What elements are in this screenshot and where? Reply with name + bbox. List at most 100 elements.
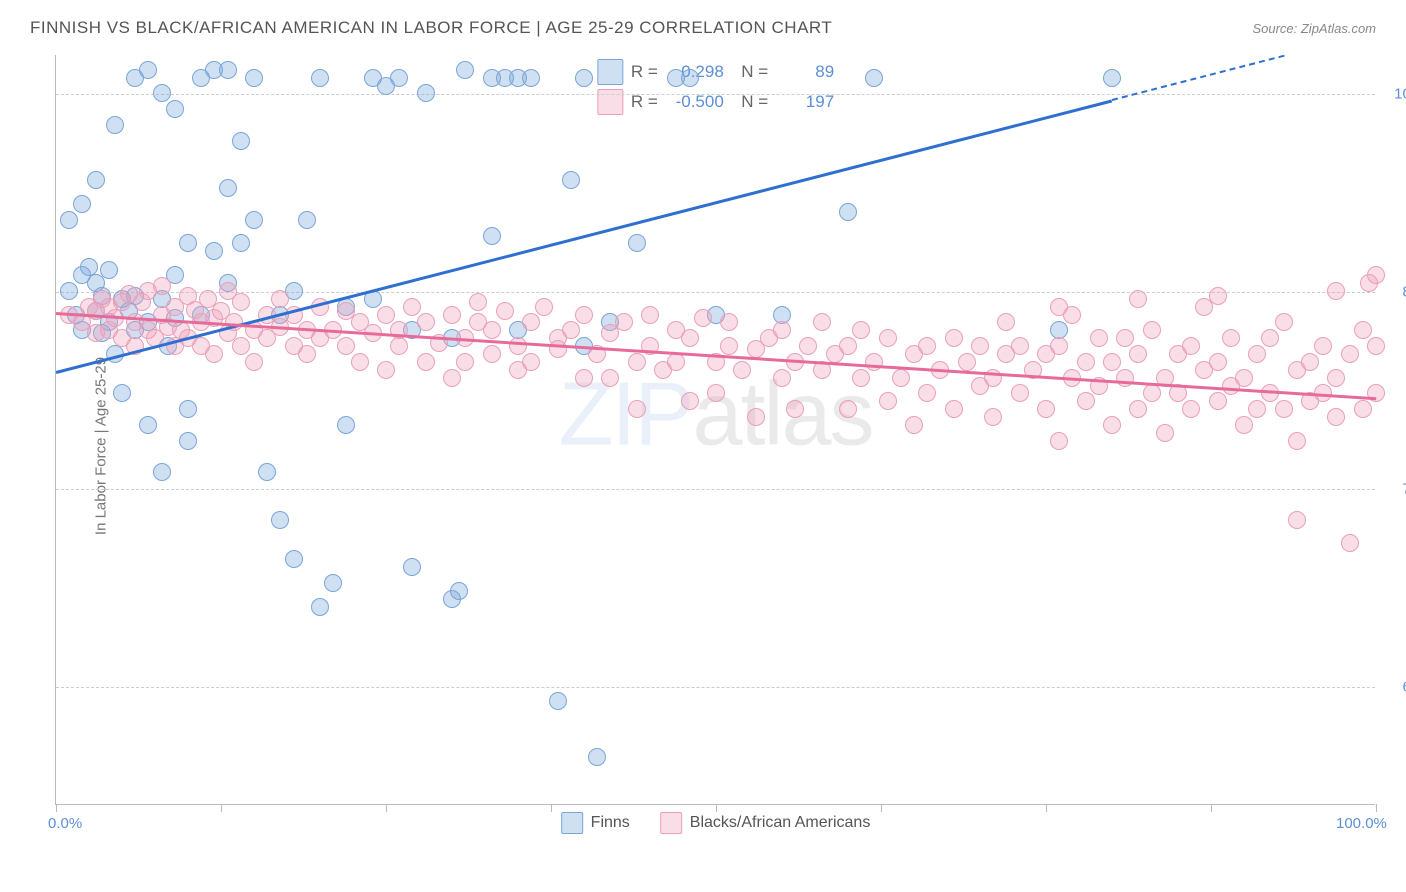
data-point <box>865 353 883 371</box>
gridline <box>56 94 1375 95</box>
data-point <box>1354 321 1372 339</box>
data-point <box>694 309 712 327</box>
data-point <box>232 293 250 311</box>
data-point <box>720 337 738 355</box>
data-point <box>1103 416 1121 434</box>
data-point <box>232 132 250 150</box>
data-point <box>390 69 408 87</box>
data-point <box>153 463 171 481</box>
data-point <box>450 582 468 600</box>
data-point <box>628 234 646 252</box>
data-point <box>562 321 580 339</box>
x-tick <box>221 804 222 812</box>
scatter-chart: ZIPatlas R =0.298 N =89R =-0.500 N =197 … <box>55 55 1375 805</box>
y-tick-label: 75.0% <box>1402 481 1406 498</box>
data-point <box>1301 353 1319 371</box>
data-point <box>298 345 316 363</box>
data-point <box>1209 353 1227 371</box>
stats-legend: R =0.298 N =89R =-0.500 N =197 <box>597 59 834 115</box>
data-point <box>271 290 289 308</box>
data-point <box>799 337 817 355</box>
x-tick <box>716 804 717 812</box>
data-point <box>522 353 540 371</box>
data-point <box>443 369 461 387</box>
data-point <box>958 353 976 371</box>
data-point <box>337 416 355 434</box>
data-point <box>205 345 223 363</box>
data-point <box>786 400 804 418</box>
y-tick-label: 100.0% <box>1394 86 1406 103</box>
data-point <box>324 574 342 592</box>
data-point <box>575 369 593 387</box>
data-point <box>1143 321 1161 339</box>
data-point <box>205 242 223 260</box>
data-point <box>1222 329 1240 347</box>
data-point <box>153 84 171 102</box>
data-point <box>179 234 197 252</box>
data-point <box>813 313 831 331</box>
data-point <box>1354 400 1372 418</box>
x-tick <box>1211 804 1212 812</box>
data-point <box>1288 511 1306 529</box>
data-point <box>997 313 1015 331</box>
data-point <box>509 337 527 355</box>
data-point <box>549 340 567 358</box>
data-point <box>1341 534 1359 552</box>
data-point <box>417 84 435 102</box>
data-point <box>219 61 237 79</box>
x-tick <box>1376 804 1377 812</box>
data-point <box>971 337 989 355</box>
data-point <box>456 353 474 371</box>
data-point <box>1037 400 1055 418</box>
data-point <box>892 369 910 387</box>
data-point <box>1341 345 1359 363</box>
bottom-legend-item: Blacks/African Americans <box>660 812 871 834</box>
data-point <box>1314 337 1332 355</box>
data-point <box>1011 337 1029 355</box>
data-point <box>918 384 936 402</box>
data-point <box>1103 69 1121 87</box>
data-point <box>984 408 1002 426</box>
data-point <box>1235 369 1253 387</box>
data-point <box>615 313 633 331</box>
data-point <box>1367 266 1385 284</box>
data-point <box>1103 353 1121 371</box>
data-point <box>1288 432 1306 450</box>
data-point <box>1261 329 1279 347</box>
data-point <box>918 337 936 355</box>
data-point <box>219 179 237 197</box>
data-point <box>1367 384 1385 402</box>
data-point <box>1182 400 1200 418</box>
legend-swatch <box>597 59 623 85</box>
data-point <box>1129 290 1147 308</box>
data-point <box>1275 400 1293 418</box>
data-point <box>1090 329 1108 347</box>
data-point <box>522 313 540 331</box>
data-point <box>285 550 303 568</box>
source-label: Source: ZipAtlas.com <box>1252 21 1376 36</box>
legend-series-label: Finns <box>591 814 630 832</box>
data-point <box>166 100 184 118</box>
data-point <box>351 353 369 371</box>
data-point <box>852 369 870 387</box>
data-point <box>100 261 118 279</box>
data-point <box>1050 337 1068 355</box>
data-point <box>601 369 619 387</box>
data-point <box>232 337 250 355</box>
data-point <box>628 400 646 418</box>
data-point <box>443 306 461 324</box>
x-tick <box>56 804 57 812</box>
data-point <box>73 195 91 213</box>
legend-swatch <box>561 812 583 834</box>
data-point <box>179 400 197 418</box>
data-point <box>377 306 395 324</box>
data-point <box>839 203 857 221</box>
data-point <box>1156 424 1174 442</box>
x-tick <box>551 804 552 812</box>
data-point <box>628 353 646 371</box>
data-point <box>1129 400 1147 418</box>
legend-n-value: 89 <box>776 62 834 82</box>
data-point <box>549 692 567 710</box>
data-point <box>153 277 171 295</box>
data-point <box>139 416 157 434</box>
